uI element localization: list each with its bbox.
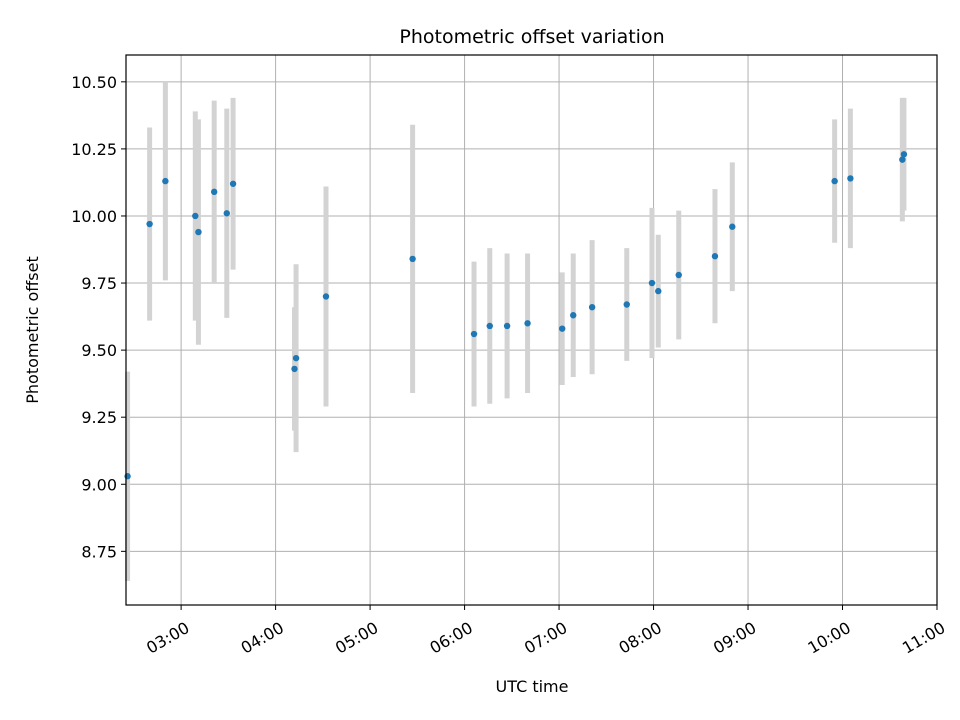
data-point [675,271,682,279]
data-point [162,177,169,185]
data-point [655,287,662,295]
chart-title: Photometric offset variation [399,26,664,48]
y-tick-label: 9.00 [81,475,117,494]
x-tick-label: 08:00 [616,618,665,658]
error-bars [125,81,907,581]
data-point [223,210,230,217]
data-point [291,365,298,373]
data-point [570,312,577,319]
x-tick-label: 04:00 [238,618,287,658]
x-axis-ticks: 03:00 04:00 05:00 06:00 07:00 08:00 09:00 10:00… [143,605,948,658]
x-tick-label: 07:00 [521,618,570,658]
data-points [124,151,908,480]
data-point [623,301,630,308]
y-axis-ticks: 8.75 9.00 9.25 9.50 9.75 10.00 10.25 10.50 [71,73,126,561]
data-point [588,303,596,311]
x-tick-label: 06:00 [427,618,476,658]
data-point [409,255,416,263]
y-tick-label: 10.50 [71,73,117,92]
y-tick-label: 9.25 [81,408,117,427]
data-point [322,293,330,300]
data-point [559,325,566,332]
x-tick-label: 03:00 [143,618,192,658]
data-point [195,228,202,236]
y-tick-label: 10.00 [71,207,117,226]
plot-frame [125,54,938,606]
data-point [524,320,531,327]
data-point [847,175,854,182]
data-point [486,322,493,330]
data-point [210,188,218,196]
data-point [124,473,131,480]
y-tick-label: 10.25 [71,140,117,159]
x-tick-label: 09:00 [710,618,759,658]
y-tick-label: 9.50 [81,341,117,360]
data-point [831,177,838,185]
data-point [292,354,300,362]
data-point [192,212,199,220]
x-tick-label: 05:00 [332,618,381,658]
data-point [899,156,906,163]
x-tick-label: 11:00 [899,618,948,658]
data-point [900,151,908,158]
y-tick-label: 8.75 [81,542,117,561]
data-point [229,180,237,187]
y-tick-label: 9.75 [81,274,117,293]
grid-lines [126,55,938,605]
data-point [503,322,511,330]
y-axis-label: Photometric offset [23,256,42,404]
data-point [470,330,478,338]
data-point [729,223,736,230]
x-tick-label: 10:00 [804,618,853,658]
data-point [648,279,656,287]
data-point [146,220,153,228]
data-point [711,253,719,260]
x-axis-label: UTC time [496,677,569,696]
